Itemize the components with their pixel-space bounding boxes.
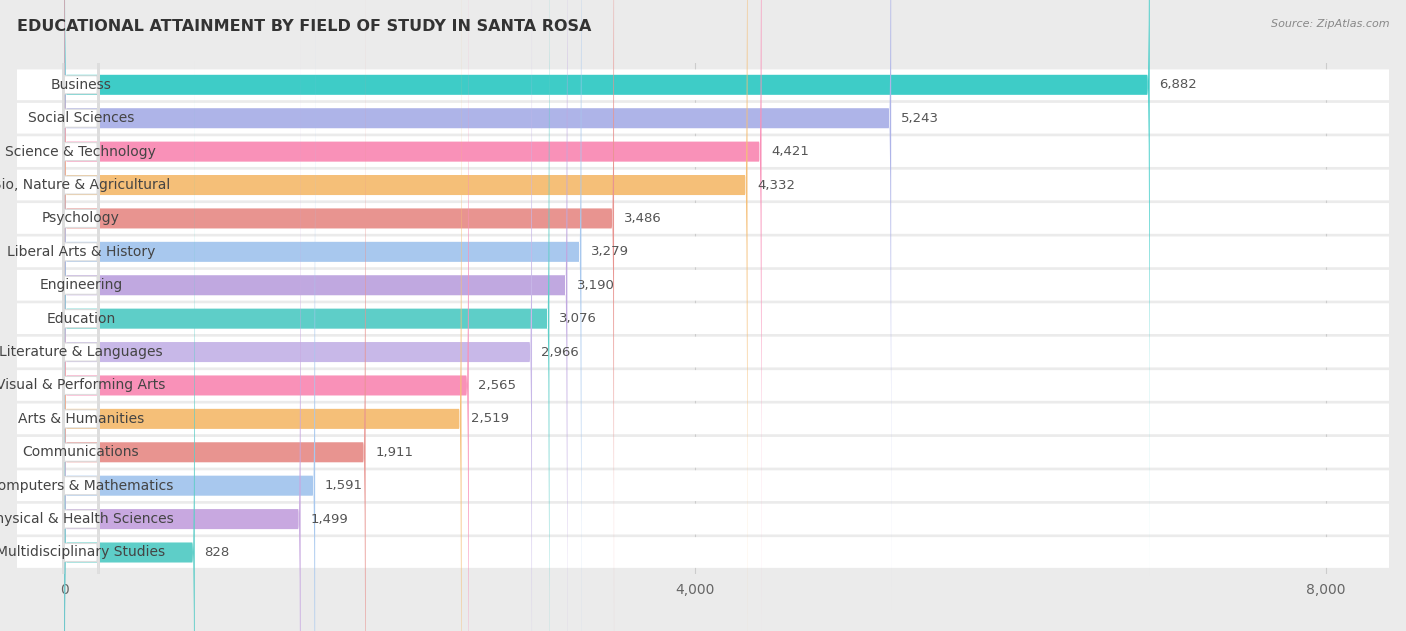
- FancyBboxPatch shape: [63, 0, 98, 631]
- FancyBboxPatch shape: [63, 0, 98, 577]
- Text: 1,911: 1,911: [375, 445, 413, 459]
- FancyBboxPatch shape: [63, 0, 98, 631]
- FancyBboxPatch shape: [65, 61, 195, 631]
- Text: Arts & Humanities: Arts & Humanities: [18, 412, 143, 426]
- FancyBboxPatch shape: [17, 136, 1389, 167]
- FancyBboxPatch shape: [65, 0, 568, 631]
- FancyBboxPatch shape: [63, 127, 98, 631]
- FancyBboxPatch shape: [17, 370, 1389, 401]
- Text: 3,486: 3,486: [623, 212, 661, 225]
- Text: 2,966: 2,966: [541, 346, 579, 358]
- FancyBboxPatch shape: [63, 0, 98, 610]
- Text: Bio, Nature & Agricultural: Bio, Nature & Agricultural: [0, 178, 170, 192]
- FancyBboxPatch shape: [17, 237, 1389, 267]
- FancyBboxPatch shape: [63, 61, 98, 631]
- FancyBboxPatch shape: [65, 0, 550, 631]
- FancyBboxPatch shape: [63, 0, 98, 631]
- Text: 6,882: 6,882: [1159, 78, 1197, 91]
- FancyBboxPatch shape: [17, 203, 1389, 234]
- Text: Literature & Languages: Literature & Languages: [0, 345, 163, 359]
- FancyBboxPatch shape: [17, 270, 1389, 300]
- FancyBboxPatch shape: [17, 304, 1389, 334]
- FancyBboxPatch shape: [63, 27, 98, 631]
- Text: Visual & Performing Arts: Visual & Performing Arts: [0, 379, 166, 392]
- Text: 1,591: 1,591: [325, 479, 363, 492]
- Text: 4,332: 4,332: [756, 179, 794, 192]
- FancyBboxPatch shape: [17, 403, 1389, 434]
- Text: 5,243: 5,243: [901, 112, 939, 125]
- FancyBboxPatch shape: [65, 0, 891, 610]
- Text: 3,190: 3,190: [576, 279, 614, 292]
- Text: Business: Business: [51, 78, 111, 92]
- FancyBboxPatch shape: [17, 103, 1389, 134]
- Text: EDUCATIONAL ATTAINMENT BY FIELD OF STUDY IN SANTA ROSA: EDUCATIONAL ATTAINMENT BY FIELD OF STUDY…: [17, 19, 592, 34]
- FancyBboxPatch shape: [17, 69, 1389, 100]
- Text: 4,421: 4,421: [770, 145, 808, 158]
- FancyBboxPatch shape: [17, 537, 1389, 568]
- FancyBboxPatch shape: [17, 437, 1389, 468]
- Text: 3,279: 3,279: [591, 245, 628, 258]
- FancyBboxPatch shape: [63, 0, 98, 510]
- FancyBboxPatch shape: [17, 337, 1389, 367]
- FancyBboxPatch shape: [65, 0, 461, 631]
- Text: Education: Education: [46, 312, 115, 326]
- FancyBboxPatch shape: [63, 94, 98, 631]
- Text: Engineering: Engineering: [39, 278, 122, 292]
- Text: Communications: Communications: [22, 445, 139, 459]
- FancyBboxPatch shape: [63, 0, 98, 631]
- Text: Physical & Health Sciences: Physical & Health Sciences: [0, 512, 174, 526]
- Text: Source: ZipAtlas.com: Source: ZipAtlas.com: [1271, 19, 1389, 29]
- Text: 828: 828: [204, 546, 229, 559]
- Text: Social Sciences: Social Sciences: [28, 111, 134, 125]
- Text: Multidisciplinary Studies: Multidisciplinary Studies: [0, 545, 166, 560]
- FancyBboxPatch shape: [17, 470, 1389, 501]
- Text: 2,565: 2,565: [478, 379, 516, 392]
- FancyBboxPatch shape: [65, 0, 748, 631]
- Text: 3,076: 3,076: [558, 312, 596, 325]
- FancyBboxPatch shape: [65, 0, 468, 631]
- FancyBboxPatch shape: [63, 0, 98, 631]
- Text: 1,499: 1,499: [311, 512, 347, 526]
- Text: Computers & Mathematics: Computers & Mathematics: [0, 479, 173, 493]
- Text: Liberal Arts & History: Liberal Arts & History: [7, 245, 155, 259]
- FancyBboxPatch shape: [17, 170, 1389, 201]
- FancyBboxPatch shape: [63, 0, 98, 631]
- FancyBboxPatch shape: [65, 0, 1150, 576]
- Text: 2,519: 2,519: [471, 413, 509, 425]
- FancyBboxPatch shape: [65, 0, 762, 631]
- FancyBboxPatch shape: [17, 504, 1389, 534]
- FancyBboxPatch shape: [65, 0, 366, 631]
- FancyBboxPatch shape: [65, 0, 531, 631]
- Text: Psychology: Psychology: [42, 211, 120, 225]
- FancyBboxPatch shape: [65, 0, 315, 631]
- FancyBboxPatch shape: [63, 0, 98, 631]
- Text: Science & Technology: Science & Technology: [6, 144, 156, 158]
- FancyBboxPatch shape: [65, 0, 614, 631]
- FancyBboxPatch shape: [63, 0, 98, 543]
- FancyBboxPatch shape: [65, 28, 301, 631]
- FancyBboxPatch shape: [65, 0, 582, 631]
